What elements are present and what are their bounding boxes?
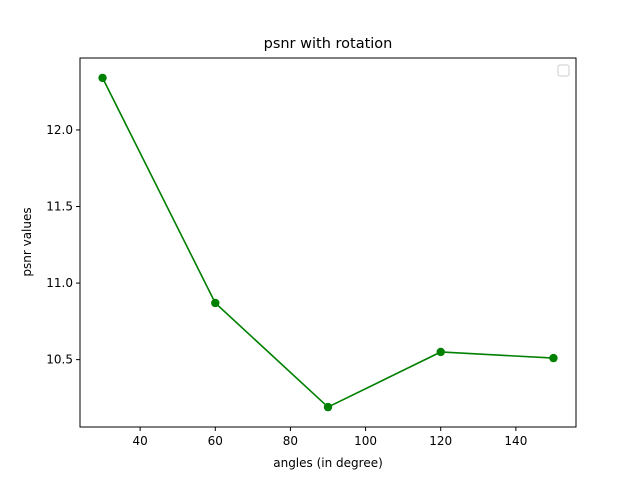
x-tick-label: 100 xyxy=(354,434,377,448)
data-point xyxy=(98,73,107,83)
data-point xyxy=(211,298,220,308)
y-tick-label: 10.5 xyxy=(46,353,73,367)
y-axis-label: psnr values xyxy=(20,207,34,276)
x-tick-label: 80 xyxy=(283,434,298,448)
x-axis: 40 60 80 100 120 140 xyxy=(132,427,527,448)
x-tick-label: 40 xyxy=(132,434,147,448)
y-tick-label: 11.0 xyxy=(46,276,73,290)
x-axis-label: angles (in degree) xyxy=(273,456,383,470)
legend-box xyxy=(557,64,570,77)
x-tick-label: 120 xyxy=(429,434,452,448)
plot-frame xyxy=(79,57,577,428)
x-tick-label: 140 xyxy=(504,434,527,448)
data-point xyxy=(436,347,445,357)
x-tick-label: 60 xyxy=(208,434,223,448)
y-tick-label: 12.0 xyxy=(46,123,73,137)
chart-title: psnr with rotation xyxy=(264,36,393,52)
y-axis: 10.5 11.0 11.5 12.0 xyxy=(46,123,80,367)
data-point xyxy=(323,402,333,412)
plot-area xyxy=(98,73,558,412)
data-point xyxy=(549,353,558,363)
y-tick-label: 11.5 xyxy=(46,200,73,214)
